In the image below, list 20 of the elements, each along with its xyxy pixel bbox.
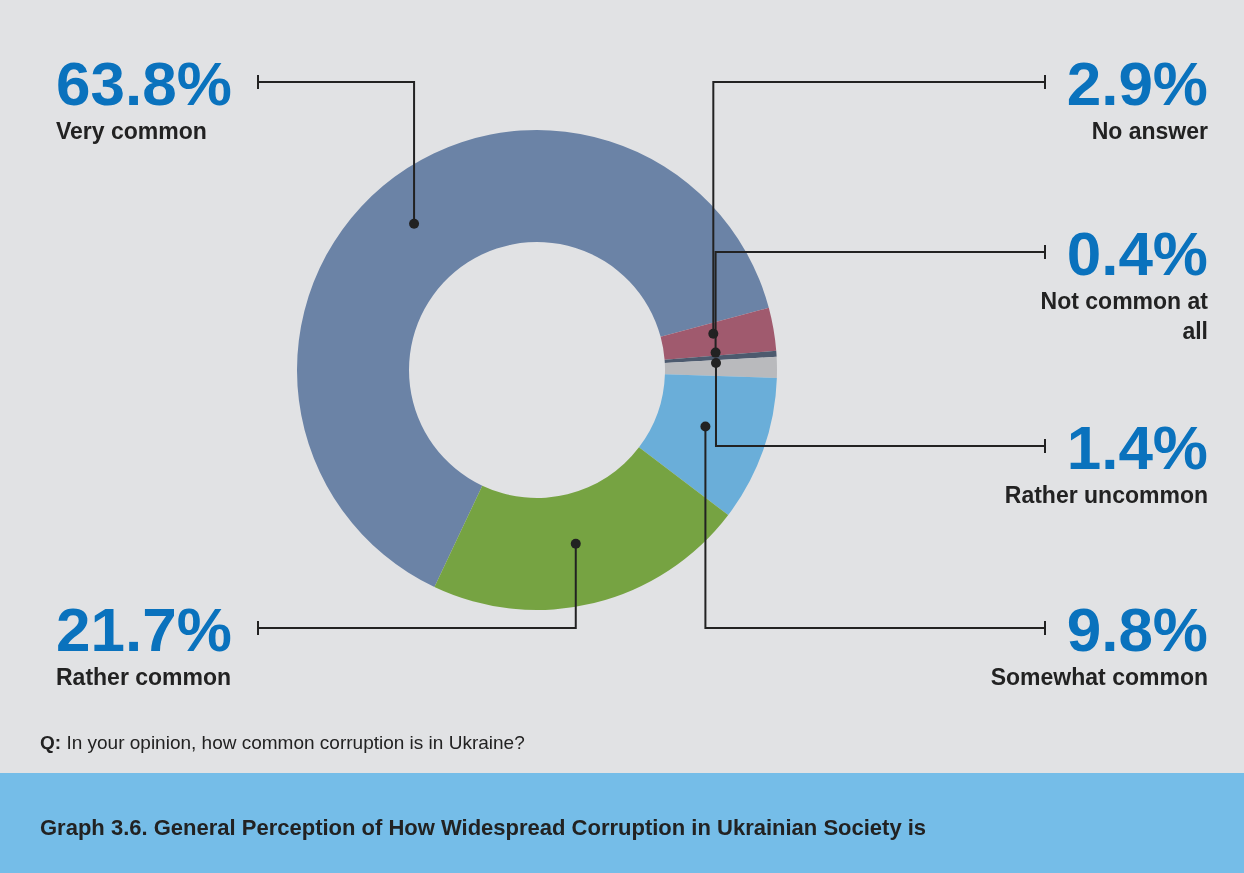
donut-slice [297, 130, 769, 587]
data-label: 63.8% [56, 49, 233, 118]
text: Q: In your opinion, how common corruption is in Ukraine? [40, 732, 525, 754]
slice-label: Not common at all [1039, 287, 1208, 346]
data-label: 2.9% [1065, 49, 1208, 118]
slice-label: No answer [1090, 117, 1208, 146]
donut-slice [660, 307, 777, 360]
data-label: 21.7% [56, 595, 233, 664]
donut-slice [638, 374, 777, 516]
donut-slice [434, 447, 729, 610]
text: Graph 3.6. General Perception of How Widespread Corruption in Ukrainian Society is [40, 815, 927, 841]
donut-slice [664, 356, 777, 378]
slice-label: Rather uncommon [1003, 481, 1208, 510]
slice-label: Very common [56, 117, 208, 146]
data-label: 1.4% [1065, 413, 1208, 482]
slice-label: Rather common [56, 663, 233, 692]
data-label: 0.4% [1065, 219, 1208, 288]
data-label: 9.8% [1065, 595, 1208, 664]
donut-slice [664, 350, 777, 363]
slice-label: Somewhat common [989, 663, 1208, 692]
